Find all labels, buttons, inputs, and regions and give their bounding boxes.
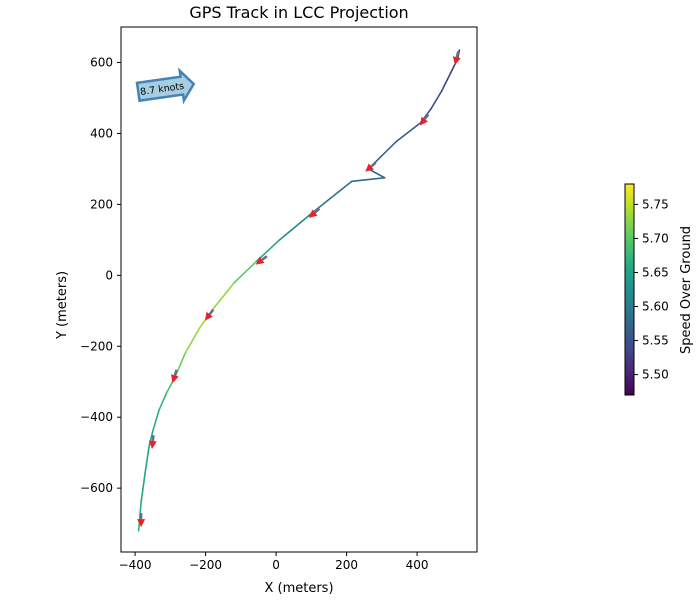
track-segment — [351, 176, 386, 183]
heading-arrow — [365, 161, 377, 172]
track-segment — [326, 180, 353, 202]
y-tick-label: 400 — [90, 126, 113, 140]
heading-arrow — [137, 513, 146, 528]
colorbar-tick-label: 5.50 — [642, 368, 669, 382]
colorbar-tick-label: 5.70 — [642, 231, 669, 245]
colorbar-tick-label: 5.65 — [642, 265, 669, 279]
x-axis-ticks: −400 −200 0 200 400 — [119, 552, 429, 572]
track-segment — [140, 473, 146, 504]
heading-arrow — [419, 113, 430, 126]
speed-annotation: 8.7 knots — [135, 67, 196, 105]
track-segment — [213, 281, 236, 309]
track-segment — [233, 260, 258, 284]
y-tick-label: 0 — [105, 268, 113, 282]
track-segment — [148, 430, 154, 447]
track-layer — [137, 49, 461, 532]
colorbar-gradient — [624, 183, 635, 396]
track-segment — [158, 391, 168, 411]
heading-arrow — [255, 255, 268, 265]
heading-arrow — [171, 369, 179, 384]
y-tick-label: −400 — [80, 410, 113, 424]
y-tick-label: −600 — [80, 481, 113, 495]
annotation-arrow-shape — [135, 67, 196, 105]
chart-title: GPS Track in LCC Projection — [189, 3, 408, 22]
colorbar-tick-label: 5.55 — [642, 334, 669, 348]
x-axis-label: X (meters) — [264, 581, 333, 596]
track-segment — [151, 409, 160, 433]
heading-arrow — [204, 308, 215, 321]
y-axis-ticks: −600 −400 −200 0 200 400 600 — [80, 55, 121, 495]
y-tick-label: −200 — [80, 339, 113, 353]
heading-arrow-layer — [137, 51, 461, 528]
y-tick-label: 200 — [90, 197, 113, 211]
colorbar-ticks: 5.50 5.55 5.60 5.65 5.70 5.75 — [634, 197, 669, 382]
track-segment — [430, 90, 443, 110]
plot-area: −400 −200 0 200 400 −600 −400 −200 0 200 400 600 — [80, 26, 478, 572]
colorbar-label: Speed Over Ground — [679, 226, 694, 354]
colorbar-tick-label: 5.60 — [642, 300, 669, 314]
track-segment — [255, 239, 281, 262]
track-segment — [144, 444, 150, 475]
colorbar-tick-label: 5.75 — [642, 197, 669, 211]
track-segment — [184, 327, 201, 355]
x-tick-label: −400 — [119, 558, 152, 572]
track-segment — [367, 168, 386, 179]
x-tick-label: −200 — [189, 558, 222, 572]
y-tick-label: 600 — [90, 55, 113, 69]
colorbar: 5.50 5.55 5.60 5.65 5.70 5.75 Speed Over Grou… — [624, 183, 694, 396]
y-axis-label: Y (meters) — [55, 271, 70, 340]
heading-arrow — [148, 434, 157, 449]
track-segment — [395, 121, 422, 143]
track-segment — [440, 72, 452, 92]
axes-frame — [120, 26, 478, 553]
x-tick-label: 400 — [406, 558, 429, 572]
heading-arrow — [308, 207, 321, 218]
x-tick-label: 0 — [272, 558, 280, 572]
track-segment — [278, 214, 311, 241]
heading-arrow — [452, 51, 461, 66]
x-tick-label: 200 — [335, 558, 358, 572]
